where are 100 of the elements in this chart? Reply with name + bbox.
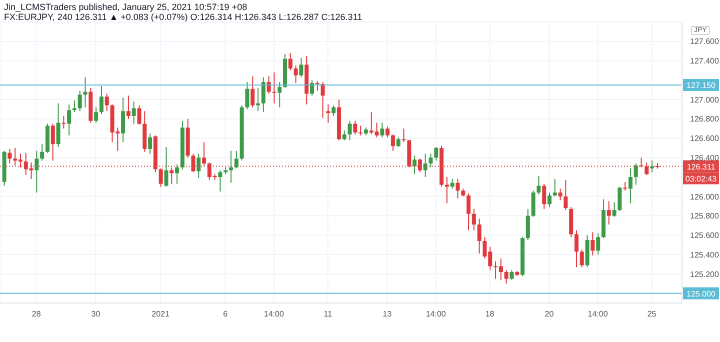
candlestick [164, 146, 168, 188]
candlestick [250, 76, 255, 108]
candlestick [126, 95, 130, 120]
candlestick [256, 87, 260, 112]
candlestick [618, 186, 622, 212]
candlestick [542, 183, 546, 210]
candlestick [56, 102, 60, 148]
candlestick [202, 142, 206, 166]
candlestick [62, 115, 66, 130]
y-tick-label: 125.400 [690, 250, 720, 260]
y-tick-label: 126.800 [690, 114, 720, 124]
candlestick [477, 218, 482, 254]
candlestick [299, 57, 304, 78]
candlestick [504, 270, 508, 284]
y-tick-label: 127.600 [690, 37, 720, 46]
x-tick-label: 11 [324, 310, 333, 319]
candlestick [612, 202, 616, 218]
candlestick [412, 155, 417, 175]
x-tick-label: 28 [32, 310, 42, 319]
y-tick-label: 126.000 [690, 192, 720, 202]
candlestick [196, 153, 201, 179]
candlestick [272, 72, 276, 104]
y-tick-label: 125.200 [690, 270, 720, 279]
candlestick [191, 153, 196, 173]
y-tick-label: 126.600 [690, 134, 720, 144]
candlestick [348, 120, 352, 141]
x-tick-label: 2021 [152, 310, 170, 319]
candlestick [634, 162, 638, 186]
candlestick [510, 270, 514, 280]
candlestick [261, 76, 266, 113]
candlestick [67, 104, 72, 136]
candlestick [423, 153, 428, 178]
candlestick [644, 162, 649, 176]
candlestick [434, 146, 438, 162]
candlestick [148, 132, 152, 154]
candlestick [326, 104, 330, 124]
candlestick [390, 134, 395, 152]
candlestick [552, 178, 557, 197]
candlestick [531, 190, 536, 218]
candlestick [402, 128, 406, 143]
x-tick-label: 25 [647, 310, 657, 319]
x-tick-label: 18 [485, 310, 495, 319]
candlestick [315, 80, 320, 92]
candlestick [428, 153, 433, 168]
candlestick [121, 97, 126, 143]
candlestick [650, 160, 654, 173]
candlestick [158, 168, 163, 188]
candlestick [353, 120, 358, 135]
candlestick [137, 104, 142, 126]
candlestick [574, 230, 578, 268]
candlestick [266, 76, 271, 94]
candlestick [94, 106, 98, 124]
candlestick [358, 125, 363, 136]
candlestick [332, 104, 336, 116]
text: 03:02:43 [685, 174, 718, 184]
y-tick-label: 126.400 [690, 153, 720, 162]
candlestick [580, 249, 584, 268]
x-tick-label: 30 [91, 310, 101, 319]
candlestick [628, 168, 632, 204]
x-tick-label: 14:00 [588, 310, 608, 319]
candlestick [418, 158, 422, 173]
candlestick [218, 170, 222, 192]
y-tick-label: 125.600 [690, 231, 720, 240]
candlestick [456, 178, 460, 199]
candlestick [472, 208, 476, 231]
candlestick [596, 232, 600, 256]
candlestick [40, 144, 44, 162]
candlestick [132, 100, 136, 124]
candlestick [50, 123, 55, 162]
ref-line-label: 127.150 [686, 80, 716, 90]
candlestick [278, 82, 282, 108]
ref-line-label: 126.311 [686, 162, 716, 172]
candlestick [34, 150, 39, 194]
candlestick [78, 90, 82, 112]
y-tick-label: 127.400 [690, 56, 720, 66]
candlestick [104, 93, 109, 112]
candlestick [548, 192, 552, 208]
candlestick [386, 126, 390, 138]
candlestick [450, 178, 454, 190]
chart-subtitle: FX:EURJPY, 240 126.311 ▲ +0.083 (+0.07%) O:126.314 H:126.343 L:126.287 C:126.311 [4, 12, 362, 22]
ref-line-label: 125.000 [686, 289, 716, 298]
candlestick [590, 232, 595, 256]
y-tick-label: 127.000 [690, 95, 720, 104]
x-tick-label: 14:00 [426, 310, 446, 319]
candlestick [606, 200, 611, 226]
candlestick [396, 136, 400, 148]
candlestick [558, 188, 562, 201]
candlestick [380, 122, 384, 138]
x-tick-label: 6 [223, 310, 228, 319]
candlestick [294, 65, 298, 84]
candlestick [245, 82, 250, 110]
candlestick [229, 150, 234, 184]
candlestick [536, 176, 541, 195]
candlestick [466, 193, 471, 231]
candlestick [72, 100, 76, 113]
candlestick [175, 164, 180, 184]
candlestick [234, 150, 238, 169]
candlestick [99, 85, 104, 115]
candlestick [342, 130, 346, 141]
candlestick [564, 179, 568, 210]
